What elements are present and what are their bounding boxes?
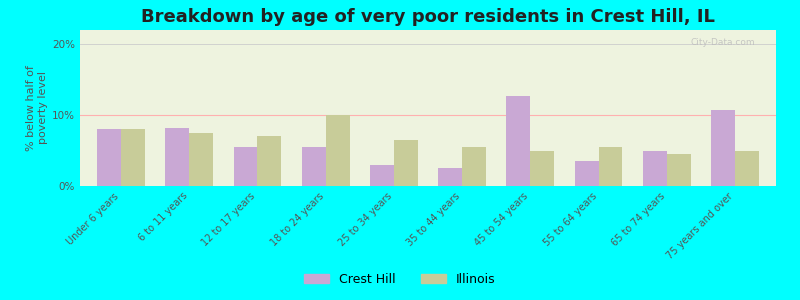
Bar <box>711 110 735 186</box>
Bar <box>667 154 690 186</box>
Title: Breakdown by age of very poor residents in Crest Hill, IL: Breakdown by age of very poor residents … <box>141 8 715 26</box>
Bar <box>574 161 598 186</box>
Bar <box>97 129 121 186</box>
Bar <box>394 140 418 186</box>
Bar <box>326 115 350 186</box>
Y-axis label: % below half of
poverty level: % below half of poverty level <box>26 65 48 151</box>
Text: City-Data.com: City-Data.com <box>690 38 755 47</box>
Bar <box>121 129 145 186</box>
Bar <box>530 151 554 186</box>
Bar <box>258 136 282 186</box>
Bar <box>189 133 213 186</box>
Bar <box>462 147 486 186</box>
Bar <box>643 151 667 186</box>
Bar <box>506 96 530 186</box>
Bar <box>234 147 258 186</box>
Bar <box>438 168 462 186</box>
Bar <box>598 147 622 186</box>
Bar <box>166 128 189 186</box>
Legend: Crest Hill, Illinois: Crest Hill, Illinois <box>299 268 501 291</box>
Bar <box>370 165 394 186</box>
Bar <box>302 147 326 186</box>
Bar <box>735 151 759 186</box>
